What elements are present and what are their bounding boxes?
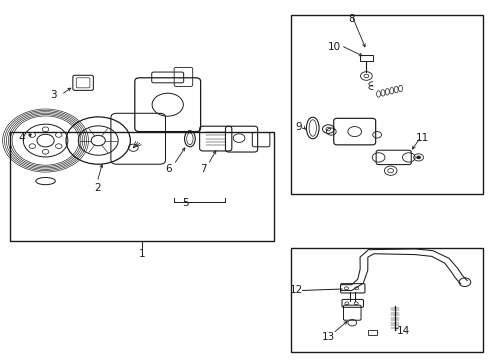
Circle shape: [29, 144, 36, 149]
Circle shape: [56, 132, 62, 137]
Bar: [359, 55, 372, 61]
Bar: [367, 330, 376, 335]
Circle shape: [29, 132, 36, 137]
Text: 8: 8: [348, 14, 354, 24]
Text: 11: 11: [415, 134, 428, 143]
Text: 12: 12: [289, 285, 303, 296]
Text: 2: 2: [94, 183, 101, 193]
Circle shape: [42, 149, 49, 154]
Text: 3: 3: [50, 90, 57, 100]
Text: 6: 6: [165, 164, 172, 174]
Text: 10: 10: [327, 42, 341, 52]
Text: 14: 14: [396, 325, 409, 336]
Text: 1: 1: [139, 248, 145, 258]
Bar: [10, 132, 273, 241]
Text: 13: 13: [321, 332, 334, 342]
Text: 7: 7: [199, 164, 206, 174]
Bar: [290, 248, 483, 352]
Text: 5: 5: [183, 198, 189, 208]
Text: 4: 4: [19, 133, 25, 143]
Circle shape: [56, 144, 62, 149]
Circle shape: [416, 156, 420, 159]
Bar: [290, 15, 483, 194]
Text: 9: 9: [295, 122, 302, 132]
Circle shape: [42, 127, 49, 132]
